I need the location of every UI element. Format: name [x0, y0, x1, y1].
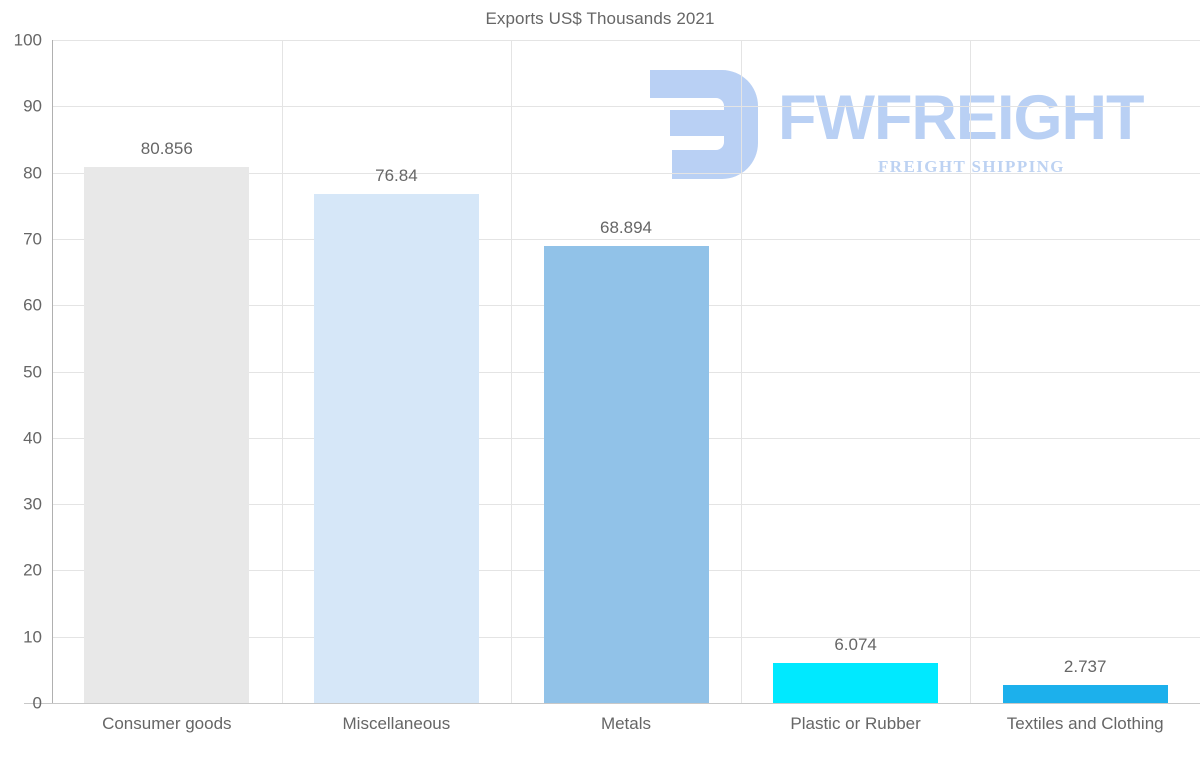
y-axis-tick-label: 0 [32, 693, 42, 713]
y-axis-tick-label: 90 [23, 96, 42, 116]
y-axis-tick-label: 10 [23, 627, 42, 647]
y-axis-tick-label: 20 [23, 560, 42, 580]
bar[interactable] [1002, 684, 1168, 703]
gridline-vertical [970, 40, 971, 703]
gridline-vertical [741, 40, 742, 703]
x-axis-tick-label: Miscellaneous [342, 714, 451, 733]
plot-area [52, 40, 1200, 704]
y-axis-tick-label: 30 [23, 494, 42, 514]
x-axis-tick-label: Textiles and Clothing [1006, 714, 1164, 733]
x-axis-tick-label: Plastic or Rubber [790, 714, 921, 733]
gridline-horizontal [52, 106, 1200, 108]
bar[interactable] [773, 662, 939, 703]
gridline-vertical [511, 40, 512, 703]
y-axis-tick-label: 70 [23, 229, 42, 249]
bar-value-label: 76.84 [375, 165, 418, 185]
y-axis-line [52, 40, 53, 704]
bar-value-label: 2.737 [1063, 656, 1107, 676]
bar[interactable] [543, 246, 709, 703]
gridline-vertical [282, 40, 283, 703]
gridline-horizontal [52, 40, 1200, 41]
y-axis-tick-label: 100 [13, 30, 42, 50]
bar[interactable] [84, 166, 250, 703]
bar-value-label: 6.074 [834, 634, 877, 654]
chart-title: Exports US$ Thousands 2021 [485, 9, 715, 28]
x-axis-tick-label: Consumer goods [102, 714, 232, 733]
bar[interactable] [313, 193, 479, 703]
bar-value-label: 68.894 [600, 218, 652, 238]
bar-value-label: 80.856 [140, 138, 193, 158]
gridline-horizontal [52, 172, 1200, 174]
y-axis-tick-label: 60 [23, 295, 42, 315]
y-axis-tick-label: 50 [23, 362, 42, 381]
y-axis-tick-label: 40 [23, 428, 42, 448]
x-axis-tick-label: Metals [600, 714, 652, 733]
gridline-horizontal [52, 238, 1200, 240]
y-axis-tick-label: 80 [23, 163, 42, 183]
x-axis-line [24, 703, 1200, 704]
